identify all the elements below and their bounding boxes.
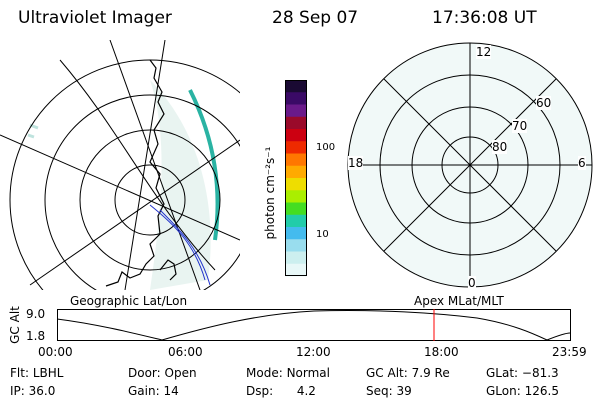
mlt-label-6: 6 xyxy=(578,156,586,170)
colorbar-band xyxy=(285,165,307,179)
mlt-label-18: 18 xyxy=(348,156,364,170)
aurora-swath xyxy=(150,80,211,290)
x-tick-1800: 18:00 xyxy=(424,345,459,359)
colorbar-band xyxy=(285,129,307,142)
colorbar-band xyxy=(285,153,307,167)
x-tick-0600: 06:00 xyxy=(168,345,203,359)
mlt-label-12: 12 xyxy=(476,45,492,59)
colorbar-unit-label: photon cm⁻²s⁻¹ xyxy=(263,146,277,240)
glat-value: −81.3 xyxy=(521,366,559,380)
colorbar-band xyxy=(285,190,307,203)
x-tick-1200: 12:00 xyxy=(296,345,331,359)
x-tick-0000: 00:00 xyxy=(38,345,73,359)
dsp-field: Dsp: 4.2 xyxy=(246,384,316,398)
glat-label: GLat: xyxy=(486,366,519,380)
colorbar-band xyxy=(285,251,307,265)
door-field: Door: Open xyxy=(128,366,197,380)
orbit-track xyxy=(149,204,206,281)
date-label: 28 Sep 07 xyxy=(272,8,359,28)
mlat-label-60: 60 xyxy=(536,96,552,110)
seq-field: Seq: 39 xyxy=(366,384,412,398)
gc-alt-tick-high: 9.0 xyxy=(26,307,46,321)
colorbar-band xyxy=(285,141,307,154)
door-value: Open xyxy=(164,366,197,380)
gain-field: Gain: 14 xyxy=(128,384,179,398)
colorbar-band xyxy=(285,92,307,105)
mlat-label-80: 80 xyxy=(492,140,508,154)
colorbar-band xyxy=(285,116,307,130)
gcalt-label: GC Alt: xyxy=(366,366,408,380)
filter-label: Flt: xyxy=(10,366,29,380)
colorbar-band xyxy=(285,227,307,240)
gain-label: Gain: xyxy=(128,384,160,398)
seq-value: 39 xyxy=(396,384,412,398)
gc-alt-axis-label: GC Alt xyxy=(8,306,22,344)
door-label: Door: xyxy=(128,366,161,380)
apex-caption: Apex MLat/MLT xyxy=(414,294,504,308)
colorbar-band xyxy=(285,239,307,252)
mlt-label-0: 0 xyxy=(468,276,476,290)
colorbar-band xyxy=(285,104,307,118)
instrument-title: Ultraviolet Imager xyxy=(18,8,172,28)
colorbar-tick-10: 10 xyxy=(316,229,329,240)
gc-alt-tick-low: 1.8 xyxy=(26,329,46,343)
gcalt-field: GC Alt: 7.9 Re xyxy=(366,366,450,380)
gc-alt-plot xyxy=(56,309,571,341)
altitude-curve xyxy=(56,309,571,341)
glat-field: GLat: −81.3 xyxy=(486,366,559,380)
apex-polar-plot xyxy=(347,42,593,288)
mode-field: Mode: Normal xyxy=(246,366,330,380)
colorbar-band xyxy=(285,214,307,228)
lat-circle xyxy=(44,94,240,290)
mode-label: Mode: xyxy=(246,366,283,380)
lat-circle xyxy=(114,164,186,236)
geographic-map xyxy=(0,40,240,290)
lat-circle xyxy=(79,129,221,271)
time-label: 17:36:08 UT xyxy=(432,8,537,28)
colorbar xyxy=(285,80,307,277)
dsp-label: Dsp: xyxy=(246,384,274,398)
colorbar-band xyxy=(285,178,307,191)
seq-label: Seq: xyxy=(366,384,393,398)
coastline xyxy=(105,59,177,287)
filter-field: Flt: LBHL xyxy=(10,366,63,380)
geographic-caption: Geographic Lat/Lon xyxy=(70,294,188,308)
mlat-label-70: 70 xyxy=(512,119,528,133)
dsp-value: 4.2 xyxy=(296,384,316,398)
glon-value: 126.5 xyxy=(524,384,559,398)
ip-label: IP: xyxy=(10,384,25,398)
colorbar-band xyxy=(285,80,307,93)
glon-field: GLon: 126.5 xyxy=(486,384,559,398)
colorbar-band xyxy=(285,202,307,216)
aurora-edge xyxy=(188,89,220,241)
filter-value: LBHL xyxy=(32,366,64,380)
ip-value: 36.0 xyxy=(28,384,56,398)
gain-value: 14 xyxy=(163,384,179,398)
ip-field: IP: 36.0 xyxy=(10,384,55,398)
glon-label: GLon: xyxy=(486,384,521,398)
mode-value: Normal xyxy=(286,366,330,380)
gcalt-value: 7.9 Re xyxy=(411,366,450,380)
x-tick-2359: 23:59 xyxy=(552,345,587,359)
colorbar-band xyxy=(285,263,307,277)
colorbar-tick-100: 100 xyxy=(316,142,336,153)
